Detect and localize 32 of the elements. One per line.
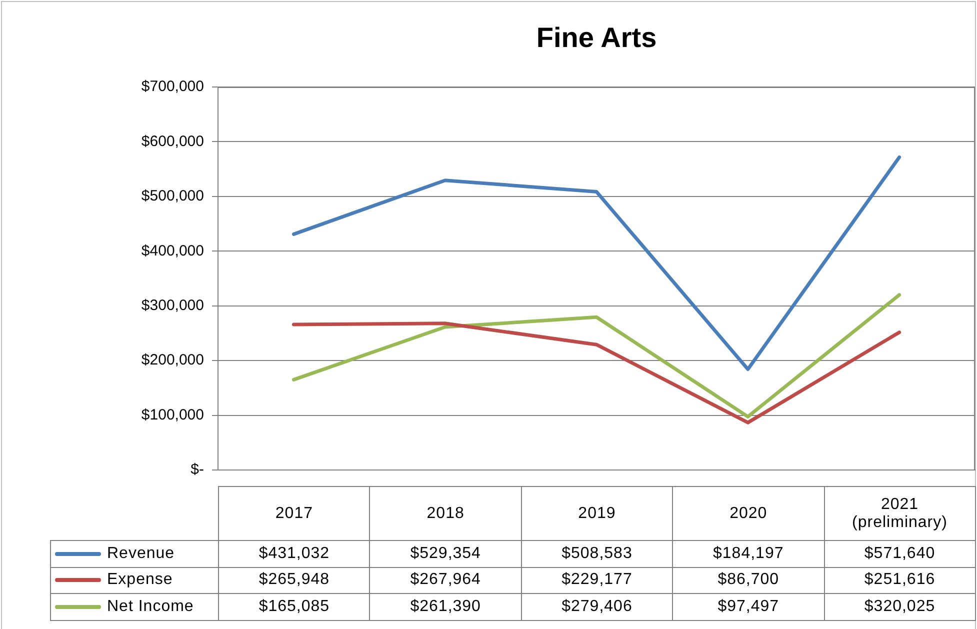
data-label: $508,583 (521, 540, 673, 567)
data-label: $320,025 (824, 594, 976, 620)
x-tick-label: 2020 (728, 504, 768, 522)
y-tick-label: $700,000 (141, 78, 204, 96)
data-label: $267,964 (370, 567, 522, 594)
data-label: $261,390 (370, 594, 522, 620)
x-tick-label: 2017 (274, 504, 314, 522)
data-label: $251,616 (824, 567, 976, 594)
data-label: $571,640 (824, 540, 976, 567)
legend-label: Net Income (107, 598, 194, 615)
data-label: $165,085 (218, 594, 370, 620)
y-tick-label: $100,000 (141, 406, 204, 424)
data-label: $265,948 (218, 567, 370, 594)
legend-label: Expense (107, 571, 173, 588)
x-tick-label: 2021 (preliminary) (851, 496, 948, 532)
y-tick-label: $- (190, 461, 204, 478)
data-label: $86,700 (672, 567, 824, 594)
y-tick-label: $200,000 (141, 352, 204, 369)
data-label: $97,497 (672, 594, 824, 620)
y-tick-label: $400,000 (141, 242, 204, 260)
data-label: $529,354 (370, 540, 522, 567)
y-tick-label: $600,000 (141, 132, 204, 150)
data-label: $279,406 (521, 594, 673, 620)
chart-title: Fine Arts (535, 22, 658, 54)
x-tick-label: 2018 (426, 504, 466, 522)
legend-label: Revenue (107, 544, 175, 562)
data-label: $229,177 (521, 567, 673, 594)
y-tick-label: $500,000 (141, 188, 204, 205)
data-label: $184,197 (672, 540, 824, 567)
data-label: $431,032 (218, 540, 370, 567)
x-tick-label: 2019 (577, 504, 617, 522)
y-tick-label: $300,000 (141, 297, 204, 314)
